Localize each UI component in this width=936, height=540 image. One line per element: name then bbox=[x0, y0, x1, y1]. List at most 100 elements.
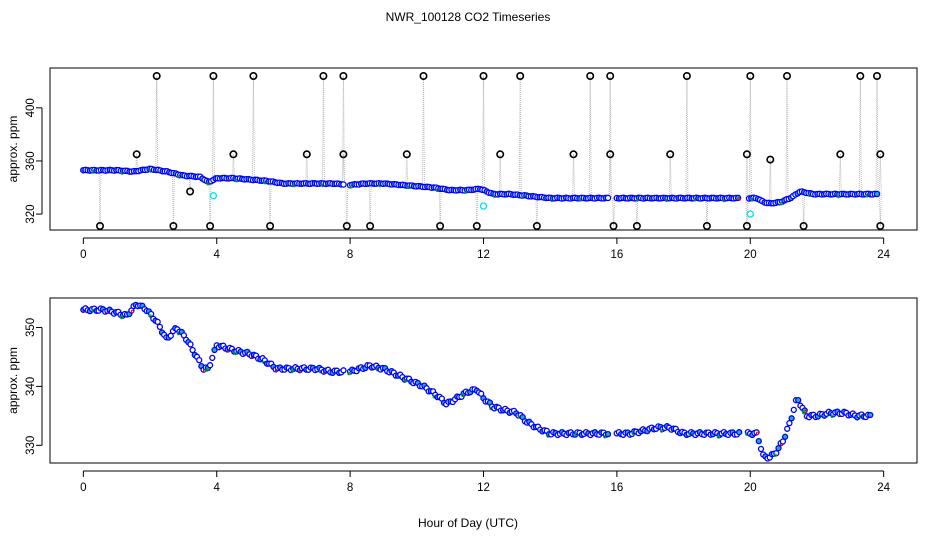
outlier-point bbox=[229, 150, 238, 159]
spike-connector bbox=[212, 75, 215, 180]
data-series bbox=[80, 301, 874, 462]
outlier-point bbox=[666, 150, 675, 159]
spike-connector bbox=[171, 173, 174, 227]
outlier-point bbox=[342, 222, 351, 231]
outlier-point bbox=[152, 72, 161, 81]
outlier-point bbox=[702, 222, 711, 231]
spike-connector bbox=[482, 75, 484, 191]
outlier-point bbox=[532, 222, 541, 231]
flag-point-red bbox=[130, 309, 135, 314]
spike-connector bbox=[369, 183, 372, 227]
outlier-point bbox=[876, 150, 885, 159]
spike-connector bbox=[668, 154, 671, 199]
outlier-point bbox=[799, 222, 808, 231]
spike-connector bbox=[346, 184, 349, 227]
x-tick-label: 24 bbox=[877, 482, 890, 494]
top-panel: 0 4 8 12 16 20 24 320 360 400 approx. ppm bbox=[6, 67, 918, 261]
data-point bbox=[788, 415, 795, 422]
outlier-point bbox=[876, 222, 885, 231]
outlier-point bbox=[419, 72, 428, 81]
spike-connector bbox=[749, 75, 752, 199]
x-tick-label: 4 bbox=[214, 482, 221, 494]
outlier-point bbox=[339, 72, 348, 81]
outlier-point bbox=[96, 222, 105, 231]
spike-connector bbox=[786, 75, 789, 200]
spike-connector bbox=[875, 75, 878, 195]
data-point bbox=[154, 318, 161, 326]
data-point bbox=[156, 323, 164, 331]
data-point bbox=[867, 411, 874, 419]
flag-point-green bbox=[659, 429, 664, 433]
spike-connector bbox=[589, 75, 592, 199]
spike-connector bbox=[745, 154, 748, 199]
y-tick-label: 360 bbox=[25, 151, 37, 170]
spike-connector bbox=[748, 75, 751, 199]
outlier-point bbox=[186, 187, 195, 196]
y-axis-label: approx. ppm bbox=[6, 347, 20, 414]
spike-connector bbox=[705, 198, 708, 227]
spike-connector bbox=[406, 154, 409, 186]
spike-connector bbox=[475, 189, 478, 227]
outlier-point bbox=[206, 222, 215, 231]
outlier-point bbox=[856, 72, 865, 81]
y-tick-label: 330 bbox=[25, 436, 37, 455]
data-point bbox=[340, 181, 347, 188]
outlier-point bbox=[402, 150, 411, 159]
outlier-point bbox=[496, 150, 505, 159]
data-point bbox=[187, 341, 194, 348]
spike-connector bbox=[803, 192, 806, 227]
x-axis-label: Hour of Day (UTC) bbox=[418, 516, 518, 530]
spike-connector bbox=[609, 75, 612, 199]
spike-connector bbox=[573, 154, 576, 199]
spike-connector bbox=[613, 198, 616, 227]
flag-point-green bbox=[603, 435, 607, 439]
data-point bbox=[757, 445, 765, 453]
x-tick-label: 8 bbox=[347, 249, 353, 261]
spike-connector bbox=[209, 181, 212, 227]
data-point bbox=[196, 356, 203, 364]
flag-point-green bbox=[802, 410, 806, 415]
outlier-point bbox=[132, 150, 141, 159]
flag-point-green bbox=[290, 369, 294, 373]
outlier-point bbox=[569, 150, 578, 159]
spike-connector bbox=[306, 154, 309, 184]
outlier-point bbox=[586, 72, 595, 81]
outlier-point bbox=[479, 72, 488, 81]
flag-point-red bbox=[737, 197, 741, 201]
data-point bbox=[784, 425, 791, 432]
data-point bbox=[790, 406, 797, 414]
spike-connector bbox=[536, 196, 539, 227]
spike-connector bbox=[98, 170, 101, 227]
flag-point-green bbox=[205, 368, 209, 372]
x-tick-label: 0 bbox=[80, 249, 86, 261]
spike-connector bbox=[269, 181, 272, 227]
spike-connector bbox=[746, 154, 749, 199]
y-axis: 320 360 400 bbox=[25, 98, 43, 224]
spike-connector bbox=[879, 154, 882, 195]
outlier-point bbox=[766, 155, 775, 164]
flag-point-green bbox=[716, 435, 721, 439]
outlier-point bbox=[169, 222, 178, 231]
cyan-point bbox=[209, 191, 218, 200]
spike-connector bbox=[572, 154, 575, 199]
flag-point-green bbox=[461, 393, 465, 398]
spike-connector bbox=[839, 154, 842, 195]
spike-connector bbox=[838, 154, 841, 195]
outlier-point bbox=[606, 72, 615, 81]
data-point bbox=[781, 433, 789, 440]
data-point bbox=[206, 362, 214, 369]
plot-frame bbox=[49, 297, 918, 464]
y-axis-label: approx. ppm bbox=[6, 116, 20, 183]
spike-connector bbox=[609, 154, 612, 199]
x-tick-label: 20 bbox=[744, 482, 757, 494]
outlier-point bbox=[436, 222, 445, 231]
outlier-point bbox=[302, 150, 311, 159]
flag-point-green bbox=[830, 414, 834, 418]
spike-connector bbox=[519, 75, 522, 196]
chart-title: NWR_100128 CO2 Timeseries bbox=[386, 10, 551, 24]
x-axis: 0 4 8 12 16 20 24 bbox=[80, 237, 891, 261]
spike-connector bbox=[669, 154, 672, 199]
plot-frame bbox=[49, 67, 918, 231]
spike-connector bbox=[499, 154, 502, 195]
